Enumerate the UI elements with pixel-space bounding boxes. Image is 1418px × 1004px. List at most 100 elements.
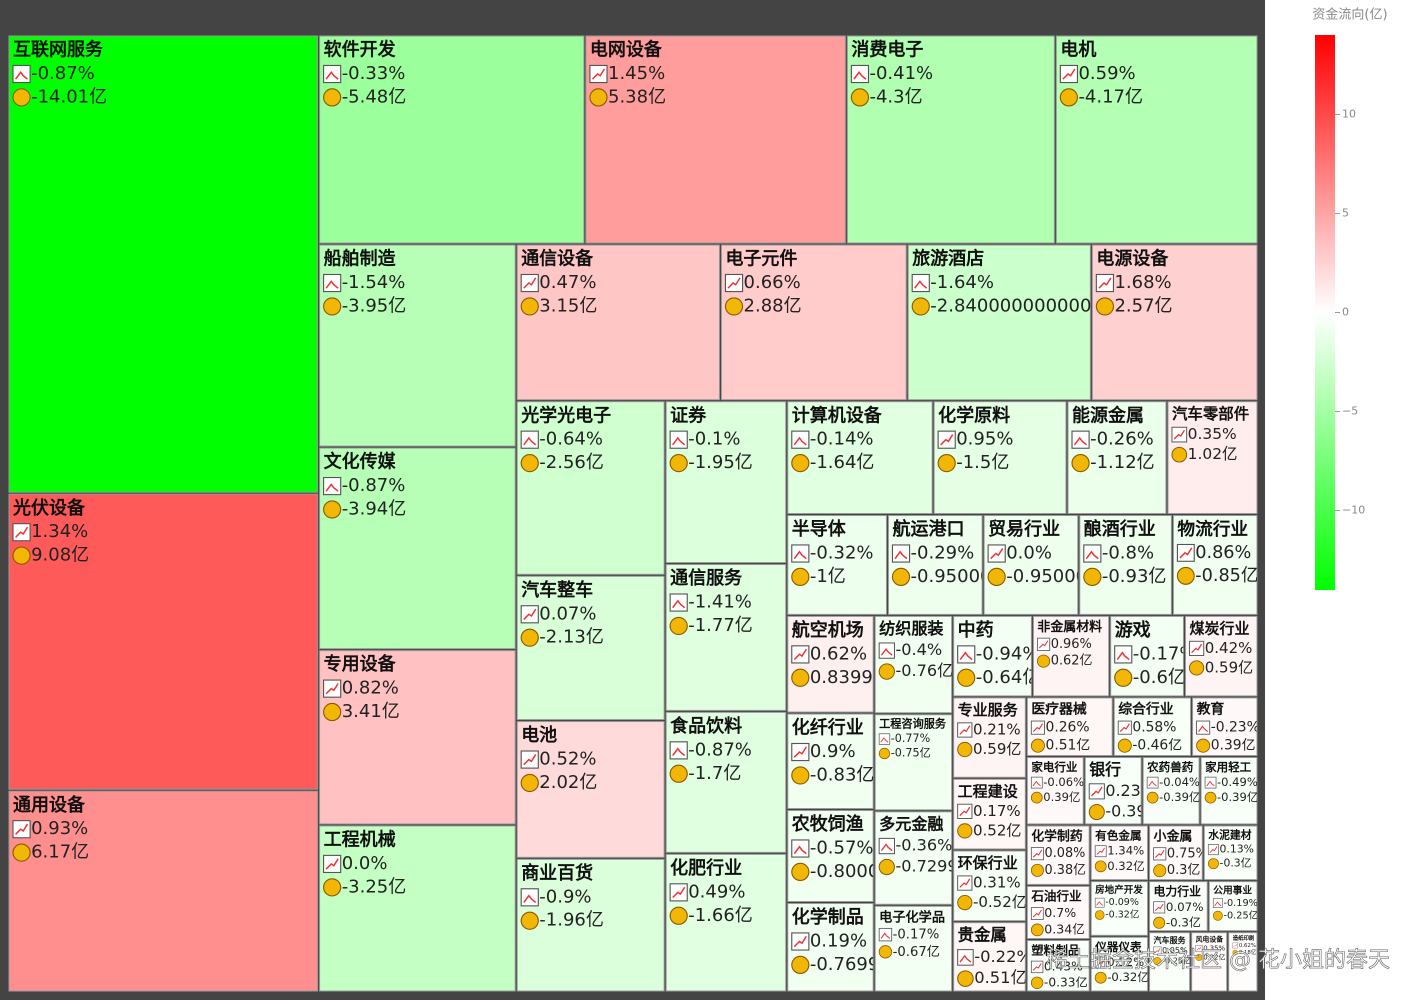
change-icon-line <box>793 935 807 948</box>
flow-label: -0.83亿 <box>810 764 875 785</box>
change-icon-line <box>1098 277 1112 289</box>
flow-icon <box>957 741 973 758</box>
flow-icon <box>1030 863 1044 877</box>
change-label: 0.05% <box>1162 946 1188 955</box>
flow-icon <box>1083 567 1102 587</box>
color-tick-label: 10 <box>1342 107 1356 120</box>
tile-rect <box>933 401 1067 515</box>
flow-label: -0.8000000000000002亿 <box>810 861 1035 882</box>
change-icon-line <box>1032 963 1042 971</box>
tile-name: 非金属材料 <box>1037 619 1102 635</box>
tile: 旅游酒店-1.64%-2.8400000000000003亿 <box>907 244 1091 401</box>
tile-name: 光学光电子 <box>520 404 611 426</box>
tile: 酿酒行业 -0.8%-0.93亿 <box>1079 515 1172 615</box>
flow-label: 0.59亿 <box>973 740 1021 758</box>
flow-icon <box>957 894 973 911</box>
flow-label: -1亿 <box>810 566 846 587</box>
flow-icon <box>1171 446 1188 463</box>
tile-rect <box>887 515 983 615</box>
flow-icon <box>1030 976 1044 989</box>
tile-rect <box>1228 932 1258 992</box>
tile-name: 农牧饲渔 <box>791 813 864 835</box>
tile-labels: 农药兽药-0.04%-0.39亿 <box>1146 760 1200 804</box>
change-icon-line <box>1233 943 1238 948</box>
flow-icon <box>1117 738 1132 753</box>
tile-labels: 证券 -0.1%-1.95亿 <box>669 404 753 473</box>
tile-labels: 贸易行业 0.0%-0.9500000000000001亿 <box>987 518 1078 587</box>
change-label: -0.26% <box>1090 429 1154 450</box>
change-label: 0.82% <box>342 678 399 699</box>
flow-icon <box>669 906 688 925</box>
flow-icon <box>724 297 744 316</box>
color-tick-label: −5 <box>1342 405 1358 418</box>
tile-name: 航空机场 <box>792 619 864 641</box>
flow-icon <box>878 945 893 959</box>
change-icon-line <box>672 747 686 757</box>
tile: 商业百货-0.9% -1.96亿 <box>516 858 665 992</box>
flow-label: -0.25亿 <box>1162 956 1191 966</box>
tile-name: 电机 <box>1060 39 1096 61</box>
flow-icon <box>1071 453 1090 473</box>
color-tick-label: −10 <box>1342 504 1365 517</box>
change-icon-line <box>1209 846 1218 854</box>
flow-icon <box>669 616 688 636</box>
tile-name: 证券 <box>670 404 707 426</box>
tile-name: 环保行业 <box>958 854 1018 872</box>
flow-icon <box>987 567 1006 587</box>
tile-name: 文化传媒 <box>324 451 397 473</box>
flow-label: 0.34亿 <box>1044 921 1085 936</box>
flow-label: -1.7亿 <box>688 763 741 784</box>
flow-label: -0.7699999999999999亿 <box>810 954 1035 975</box>
flow-icon <box>1153 916 1166 929</box>
tile-labels: 光学光电子 -0.64%-2.56亿 <box>520 404 611 473</box>
change-icon-line <box>523 754 537 766</box>
tile-name: 汽车服务 <box>1154 935 1187 945</box>
tile-name: 房地产开发 <box>1095 884 1143 896</box>
tile-name: 电网设备 <box>590 39 663 61</box>
change-icon-line <box>325 683 339 695</box>
flow-label: 0.39亿 <box>1043 790 1080 804</box>
tile-rect <box>8 35 319 493</box>
tile-rect <box>516 244 720 401</box>
tile-labels: 家电行业-0.06%0.39亿 <box>1030 760 1083 804</box>
flow-label: 0.59亿 <box>1205 658 1253 676</box>
flow-icon <box>957 970 974 987</box>
tile-name: 有色金属 <box>1095 829 1142 843</box>
tile: 电池 0.52%2.02亿 <box>516 721 665 858</box>
tile: 船舶制造-1.54%-3.95亿 <box>319 244 516 447</box>
change-label: 0.13% <box>1220 843 1254 856</box>
tile-name: 电子化学品 <box>879 909 945 926</box>
change-icon-line <box>1196 946 1202 951</box>
tile-rect <box>846 35 1055 244</box>
tile-name: 电力行业 <box>1154 884 1202 898</box>
flow-icon <box>520 911 539 930</box>
change-icon-line <box>1073 436 1088 446</box>
change-label: 0.23% <box>1105 781 1155 800</box>
change-icon-line <box>1148 780 1157 787</box>
tile-name: 化学制药 <box>1031 828 1083 844</box>
change-icon-line <box>15 526 29 538</box>
tile: 化学原料 0.95%-1.5亿 <box>933 401 1067 515</box>
flow-label: -0.39亿 <box>1159 790 1200 804</box>
tile: 通信服务 -1.41%-1.77亿 <box>665 564 787 711</box>
change-label: 0.47% <box>539 272 596 293</box>
flow-label: 9.08亿 <box>31 545 89 566</box>
tile-name: 塑料制品 <box>1031 943 1080 958</box>
tile: 综合行业 0.58% -0.46亿 <box>1113 697 1192 757</box>
flow-icon <box>1188 660 1205 676</box>
flow-icon <box>1037 654 1051 668</box>
tile-labels: 电力行业 0.07%-0.3亿 <box>1153 884 1204 929</box>
tile-labels: 物流行业 0.86%-0.85亿 <box>1176 518 1257 586</box>
change-label: -0.87% <box>342 475 406 496</box>
tile: 农药兽药-0.04%-0.39亿 <box>1142 757 1200 825</box>
tile-labels: 互联网服务-0.87%-14.01亿 <box>12 39 107 107</box>
tile-name: 化学原料 <box>938 404 1010 426</box>
change-label: 0.19% <box>810 930 867 951</box>
tile-labels: 房地产开发-0.09%-0.32亿 <box>1094 884 1143 921</box>
